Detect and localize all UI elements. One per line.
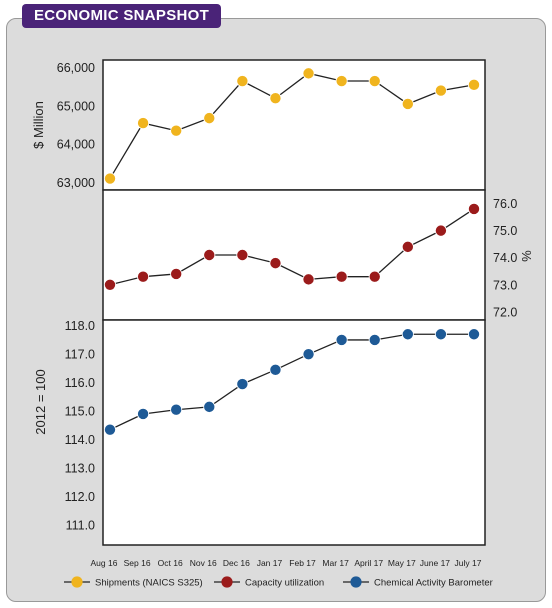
data-point-barometer bbox=[170, 403, 183, 416]
data-point-shipments bbox=[467, 78, 480, 91]
data-point-capacity bbox=[302, 273, 315, 286]
legend-label-shipments: Shipments (NAICS S325) bbox=[95, 578, 203, 589]
y-tick-label-capacity: 76.0 bbox=[493, 197, 517, 211]
data-point-barometer bbox=[467, 328, 480, 341]
y-tick-label-barometer: 117.0 bbox=[65, 348, 95, 362]
y-tick-label-barometer: 113.0 bbox=[65, 462, 95, 476]
x-tick-label: Feb 17 bbox=[289, 558, 316, 568]
data-point-capacity bbox=[170, 267, 183, 280]
y-tick-label-capacity: 75.0 bbox=[493, 224, 517, 238]
data-point-barometer bbox=[302, 348, 315, 361]
data-point-capacity bbox=[401, 240, 414, 253]
data-point-barometer bbox=[368, 333, 381, 346]
data-point-barometer bbox=[269, 363, 282, 376]
data-point-barometer bbox=[335, 333, 348, 346]
y-tick-label-shipments: 65,000 bbox=[57, 99, 95, 113]
data-point-capacity bbox=[434, 224, 447, 237]
data-point-shipments bbox=[335, 75, 348, 88]
data-point-shipments bbox=[302, 67, 315, 80]
data-point-barometer bbox=[401, 328, 414, 341]
legend-marker bbox=[71, 576, 83, 588]
data-point-barometer bbox=[137, 407, 150, 420]
y-tick-label-barometer: 111.0 bbox=[66, 519, 95, 533]
y-axis-title-capacity: % bbox=[519, 250, 534, 262]
y-tick-label-capacity: 72.0 bbox=[493, 305, 517, 319]
data-point-capacity bbox=[236, 248, 249, 261]
panel-frame-capacity bbox=[102, 189, 486, 321]
x-tick-label: Oct 16 bbox=[158, 558, 183, 568]
x-tick-label: July 17 bbox=[455, 558, 482, 568]
x-tick-label: April 17 bbox=[354, 558, 383, 568]
data-point-shipments bbox=[104, 172, 117, 185]
legend-label-barometer: Chemical Activity Barometer bbox=[374, 578, 493, 589]
data-point-shipments bbox=[269, 92, 282, 105]
y-tick-label-barometer: 118.0 bbox=[65, 319, 95, 333]
data-point-shipments bbox=[401, 97, 414, 110]
y-tick-label-barometer: 115.0 bbox=[65, 405, 95, 419]
data-point-barometer bbox=[203, 400, 216, 413]
data-point-capacity bbox=[335, 270, 348, 283]
data-point-shipments bbox=[236, 75, 249, 88]
x-tick-label: Jan 17 bbox=[257, 558, 283, 568]
data-point-capacity bbox=[269, 257, 282, 270]
y-tick-label-shipments: 66,000 bbox=[57, 61, 95, 75]
y-tick-label-barometer: 116.0 bbox=[65, 376, 95, 390]
y-tick-label-capacity: 73.0 bbox=[493, 278, 517, 292]
data-point-barometer bbox=[104, 423, 117, 436]
data-point-shipments bbox=[170, 124, 183, 137]
data-point-shipments bbox=[203, 112, 216, 125]
x-tick-label: Aug 16 bbox=[91, 558, 118, 568]
x-tick-label: May 17 bbox=[388, 558, 416, 568]
data-point-capacity bbox=[203, 248, 216, 261]
data-point-barometer bbox=[434, 328, 447, 341]
panel-frame-barometer bbox=[102, 319, 486, 546]
data-point-shipments bbox=[434, 84, 447, 97]
y-axis-title-shipments: $ Million bbox=[31, 101, 46, 149]
y-tick-label-shipments: 63,000 bbox=[57, 176, 95, 190]
data-point-capacity bbox=[368, 270, 381, 283]
data-point-capacity bbox=[104, 278, 117, 291]
legend-marker bbox=[221, 576, 233, 588]
data-point-barometer bbox=[236, 378, 249, 391]
panel-frame-shipments bbox=[102, 59, 486, 191]
legend-marker bbox=[350, 576, 362, 588]
x-tick-label: Mar 17 bbox=[322, 558, 349, 568]
y-tick-label-shipments: 64,000 bbox=[57, 138, 95, 152]
x-tick-label: Sep 16 bbox=[124, 558, 151, 568]
data-point-shipments bbox=[368, 75, 381, 88]
data-point-capacity bbox=[467, 202, 480, 215]
x-tick-label: Dec 16 bbox=[223, 558, 250, 568]
y-tick-label-capacity: 74.0 bbox=[493, 251, 517, 265]
page-title: ECONOMIC SNAPSHOT bbox=[22, 4, 222, 28]
legend-label-capacity: Capacity utilization bbox=[245, 578, 324, 589]
y-axis-title-barometer: 2012 = 100 bbox=[33, 369, 48, 434]
y-tick-label-barometer: 114.0 bbox=[65, 433, 95, 447]
data-point-shipments bbox=[137, 117, 150, 130]
data-point-capacity bbox=[137, 270, 150, 283]
x-tick-label: June 17 bbox=[420, 558, 451, 568]
x-tick-label: Nov 16 bbox=[190, 558, 217, 568]
y-tick-label-barometer: 112.0 bbox=[65, 490, 95, 504]
